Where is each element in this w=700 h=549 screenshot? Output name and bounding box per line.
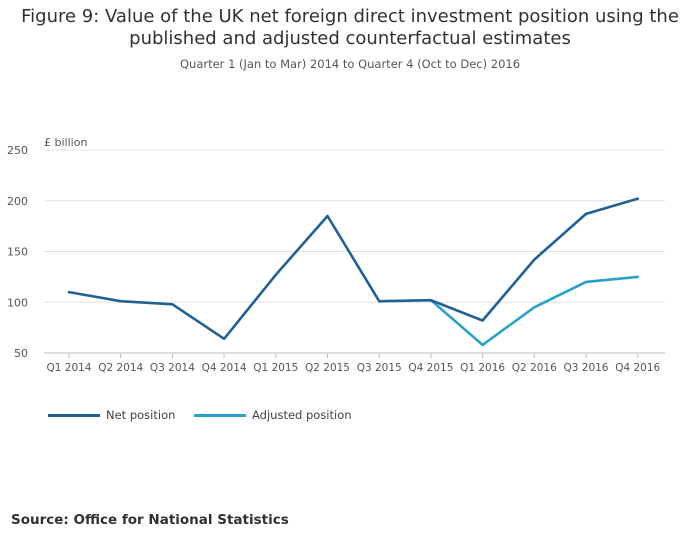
x-tick-label: Q1 2014 bbox=[46, 362, 91, 374]
chart-title: Figure 9: Value of the UK net foreign di… bbox=[21, 6, 679, 49]
y-tick-label: 250 bbox=[7, 144, 28, 157]
legend-item-adjusted: Adjusted position bbox=[194, 408, 352, 422]
y-tick-label: 100 bbox=[7, 296, 28, 309]
x-tick-label: Q2 2015 bbox=[305, 362, 350, 374]
gridlines bbox=[44, 149, 665, 354]
x-tick-label: Q4 2016 bbox=[615, 362, 660, 374]
x-tick-label: Q3 2016 bbox=[563, 362, 608, 374]
legend-label-adjusted: Adjusted position bbox=[252, 408, 352, 422]
y-tick-label: 200 bbox=[7, 195, 28, 208]
legend-item-net: Net position bbox=[48, 408, 175, 422]
chart-subtitle: Quarter 1 (Jan to Mar) 2014 to Quarter 4… bbox=[179, 57, 521, 71]
x-tick-label: Q4 2014 bbox=[202, 362, 247, 374]
y-axis-label: £ billion bbox=[44, 136, 88, 149]
x-tick-labels: Q1 2014 Q2 2014 Q3 2014 Q4 2014 Q1 2015 Q2 20… bbox=[46, 353, 661, 374]
source-note: Source: Office for National Statistics bbox=[11, 512, 289, 528]
x-tick-label: Q4 2015 bbox=[408, 362, 453, 374]
x-tick-label: Q2 2014 bbox=[98, 362, 143, 374]
y-tick-labels: 50 100 150 200 250 bbox=[7, 144, 28, 360]
x-tick-label: Q3 2014 bbox=[150, 362, 195, 374]
series-lines bbox=[67, 197, 640, 347]
legend-swatch-net bbox=[48, 414, 100, 417]
series-line-adjusted bbox=[429, 275, 640, 347]
legend-label-net: Net position bbox=[106, 408, 176, 422]
y-tick-label: 50 bbox=[14, 347, 28, 360]
legend-swatch-adjusted bbox=[194, 414, 246, 417]
x-tick-label: Q3 2015 bbox=[357, 362, 402, 374]
series-line-net bbox=[67, 197, 640, 341]
x-tick-label: Q2 2016 bbox=[512, 362, 557, 374]
x-tick-label: Q1 2015 bbox=[253, 362, 298, 374]
x-tick-label: Q1 2016 bbox=[460, 362, 505, 374]
y-tick-label: 150 bbox=[7, 246, 28, 259]
